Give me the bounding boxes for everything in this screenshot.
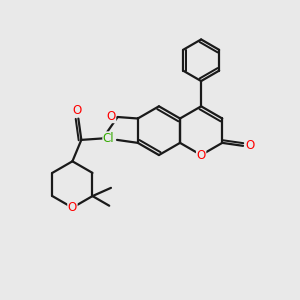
Text: O: O <box>106 110 116 123</box>
Text: O: O <box>72 104 82 117</box>
Text: O: O <box>68 201 77 214</box>
Text: O: O <box>245 139 254 152</box>
Text: O: O <box>196 148 206 162</box>
Text: Cl: Cl <box>103 132 115 145</box>
